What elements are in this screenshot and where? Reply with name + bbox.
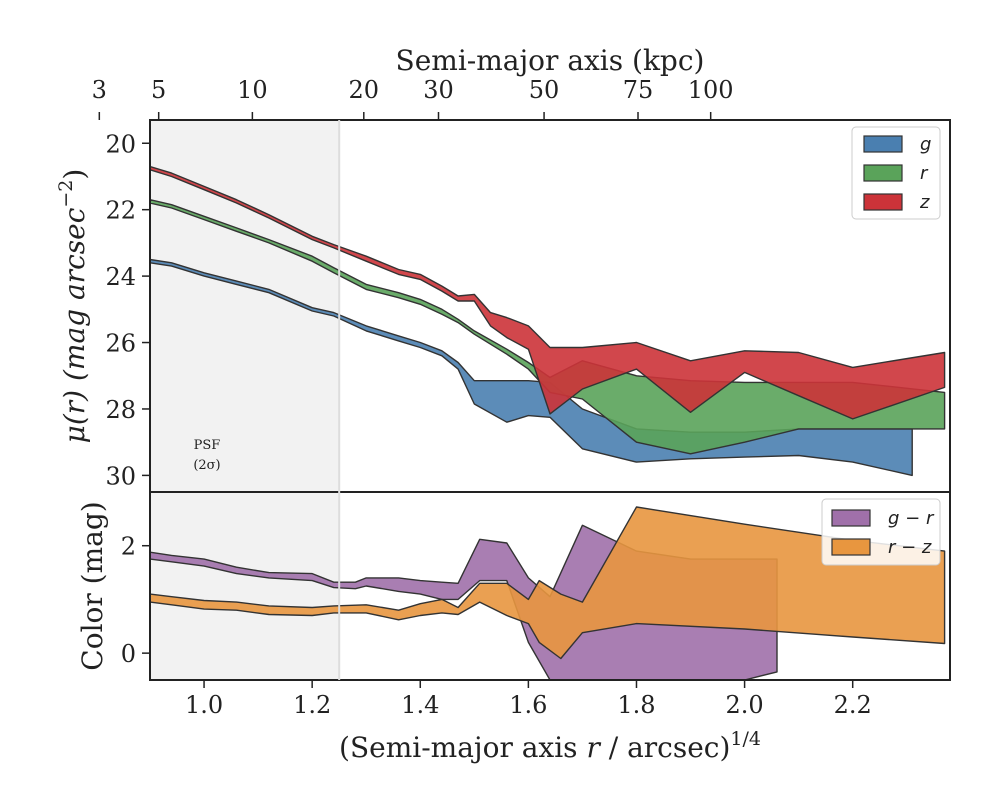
bottom-x-tick-label: 1.6 xyxy=(509,691,547,719)
bottom-x-tick-label: 2.2 xyxy=(834,691,872,719)
legend-swatch-r xyxy=(863,164,903,182)
top-y-tick-label: 30 xyxy=(105,462,136,490)
top-x-tick-label: 3 xyxy=(92,76,107,104)
bottom-x-tick-label: 1.0 xyxy=(185,691,223,719)
x-label-part-2: / arcsec) xyxy=(600,731,731,764)
top-y-tick-label: 22 xyxy=(105,197,136,225)
axes: 20 22 24 26 28 30 3 5 10 20 30 50 75 100 0 2 1.0 1.2 1.4 1.… xyxy=(92,76,872,719)
bottom-y-tick-label: 2 xyxy=(121,533,136,561)
top-x-tick-label: 5 xyxy=(151,76,166,104)
x-label-part-1: (Semi-major axis xyxy=(339,731,586,764)
bottom-x-tick-label: 2.0 xyxy=(726,691,764,719)
top-x-tick-label: 100 xyxy=(688,76,734,104)
top-x-tick-label: 10 xyxy=(237,76,268,104)
bottom-legend: g − r r − z xyxy=(821,498,941,566)
top-y-axis-label: μ(r) (mag arcsec−2) xyxy=(55,169,91,444)
top-y-tick-label: 26 xyxy=(105,330,136,358)
series-band-z xyxy=(150,165,946,420)
top-y-tick-label: 24 xyxy=(105,263,136,291)
top-y-tick-label: 28 xyxy=(105,396,136,424)
bottom-panel-frame xyxy=(149,491,951,681)
x-label-exponent: 1/4 xyxy=(730,728,761,750)
legend-label-r-z: r − z xyxy=(888,537,932,558)
top-y-tick-label: 20 xyxy=(105,130,136,158)
top-x-tick-label: 75 xyxy=(623,76,654,104)
bottom-x-tick-label: 1.2 xyxy=(293,691,331,719)
legend-swatch-g-r xyxy=(831,509,871,527)
y-label-main: μ(r) (mag arcsec xyxy=(58,207,91,443)
top-x-tick-label: 20 xyxy=(349,76,380,104)
psf-shaded-region-bottom xyxy=(150,492,340,680)
legend-label-g: g xyxy=(920,134,931,155)
bottom-x-axis-label: (Semi-major axis r / arcsec)1/4 xyxy=(339,728,761,764)
psf-label: PSF xyxy=(194,438,221,453)
legend-swatch-z xyxy=(863,193,903,211)
series-band-r-z xyxy=(150,506,946,660)
top-axis-label: Semi-major axis (kpc) xyxy=(396,44,705,77)
legend-swatch-g xyxy=(863,135,903,153)
y-label-close: ) xyxy=(58,169,91,180)
series-band-g xyxy=(150,258,913,477)
bottom-y-axis-label: Color (mag) xyxy=(76,501,109,670)
series-band-r xyxy=(150,198,946,455)
surface-brightness-series xyxy=(150,165,946,477)
legend-swatch-r-z xyxy=(831,538,871,556)
bottom-y-tick-label: 0 xyxy=(121,640,136,668)
top-x-tick-label: 50 xyxy=(529,76,560,104)
bottom-x-tick-label: 1.8 xyxy=(617,691,655,719)
top-x-tick-label: 30 xyxy=(423,76,454,104)
legend-label-g-r: g − r xyxy=(888,508,935,529)
top-legend: grz xyxy=(851,126,941,220)
bottom-x-tick-label: 1.4 xyxy=(401,691,439,719)
y-label-exponent: −2 xyxy=(55,180,77,208)
legend-label-r: r xyxy=(920,163,929,184)
x-label-variable: r xyxy=(586,731,601,764)
psf-sigma-label: (2σ) xyxy=(193,458,220,473)
legend-label-z: z xyxy=(919,192,930,213)
color-series xyxy=(150,506,946,680)
